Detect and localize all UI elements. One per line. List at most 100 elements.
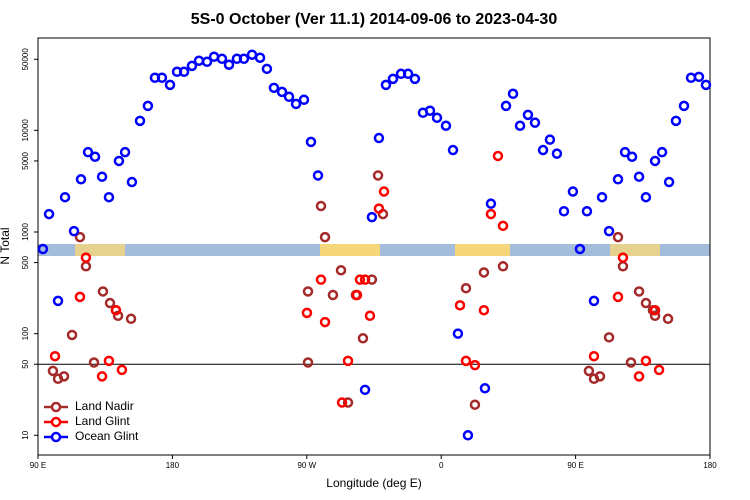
point	[134, 115, 146, 127]
point	[59, 191, 71, 203]
point	[68, 225, 80, 237]
point	[537, 144, 549, 156]
point	[319, 316, 331, 328]
point	[58, 371, 70, 382]
point	[633, 371, 645, 382]
plot-frame	[37, 37, 711, 456]
point	[588, 350, 600, 362]
point	[37, 243, 49, 255]
x-tick-label: 90 E	[567, 461, 583, 470]
x-tick-label: 0	[439, 461, 444, 470]
point	[354, 274, 366, 285]
point	[700, 79, 712, 91]
point	[551, 148, 563, 159]
point	[302, 286, 314, 297]
point	[454, 300, 466, 311]
point	[89, 151, 101, 162]
point	[640, 191, 652, 203]
legend-label: Land Glint	[75, 414, 130, 428]
point	[663, 176, 675, 188]
point	[315, 200, 327, 212]
chart-title: 5S-0 October (Ver 11.1) 2014-09-06 to 20…	[191, 11, 558, 28]
y-axis-label: N Total	[0, 227, 12, 264]
point	[497, 220, 509, 232]
x-tick-label: 180	[703, 461, 717, 470]
point	[319, 231, 331, 243]
point	[301, 307, 313, 319]
point	[283, 91, 295, 103]
point	[424, 105, 436, 116]
point	[359, 384, 371, 396]
point	[617, 261, 629, 272]
point	[378, 186, 390, 197]
point	[49, 350, 61, 362]
point	[640, 297, 652, 309]
point	[478, 267, 490, 278]
point	[246, 49, 258, 60]
point	[116, 364, 128, 376]
point	[357, 333, 369, 344]
point	[126, 176, 138, 188]
point	[156, 72, 168, 84]
y-tick-label: 50	[21, 359, 30, 368]
point	[164, 79, 176, 91]
point	[431, 112, 443, 124]
point	[327, 289, 339, 301]
point	[603, 332, 615, 343]
point	[485, 208, 497, 220]
point	[567, 186, 579, 197]
point	[366, 211, 378, 223]
x-axis-label: Longitude (deg E)	[326, 476, 421, 490]
point	[103, 191, 115, 203]
point	[342, 355, 354, 367]
y-tick-label: 10000	[21, 119, 30, 142]
x-tick-label: 180	[166, 461, 180, 470]
point	[66, 329, 78, 341]
point	[351, 289, 363, 301]
point	[409, 73, 421, 85]
point	[88, 357, 100, 368]
point	[387, 73, 399, 85]
point	[74, 291, 86, 303]
point	[596, 191, 608, 203]
point	[558, 205, 570, 217]
point	[588, 295, 600, 307]
point	[649, 304, 661, 316]
point	[478, 304, 490, 316]
point	[80, 252, 92, 263]
point	[649, 155, 661, 167]
point	[193, 55, 205, 66]
y-tick-label: 100	[21, 326, 30, 340]
y-tick-label: 50000	[21, 48, 30, 71]
point	[529, 117, 541, 128]
point	[52, 295, 64, 307]
y-tick-label: 10	[21, 430, 30, 439]
point	[119, 146, 131, 158]
point	[43, 208, 55, 220]
point	[380, 79, 392, 91]
point	[178, 66, 190, 78]
point	[469, 399, 481, 410]
point	[617, 252, 629, 263]
point	[223, 59, 235, 70]
point	[626, 151, 638, 162]
point	[312, 170, 324, 181]
point	[373, 132, 385, 144]
point	[268, 82, 280, 94]
point	[113, 155, 125, 167]
point	[186, 60, 198, 72]
point	[462, 430, 474, 441]
point	[254, 52, 266, 63]
x-tick-label: 90 W	[297, 461, 316, 470]
y-tick-label: 1000	[21, 223, 30, 241]
y-tick-label: 5000	[21, 151, 30, 169]
point	[96, 371, 108, 382]
point	[485, 198, 497, 209]
point	[276, 86, 288, 98]
point	[612, 174, 624, 185]
x-tick-label: 90 E	[30, 461, 46, 470]
point	[96, 171, 108, 182]
point	[581, 205, 593, 217]
point	[625, 357, 637, 368]
